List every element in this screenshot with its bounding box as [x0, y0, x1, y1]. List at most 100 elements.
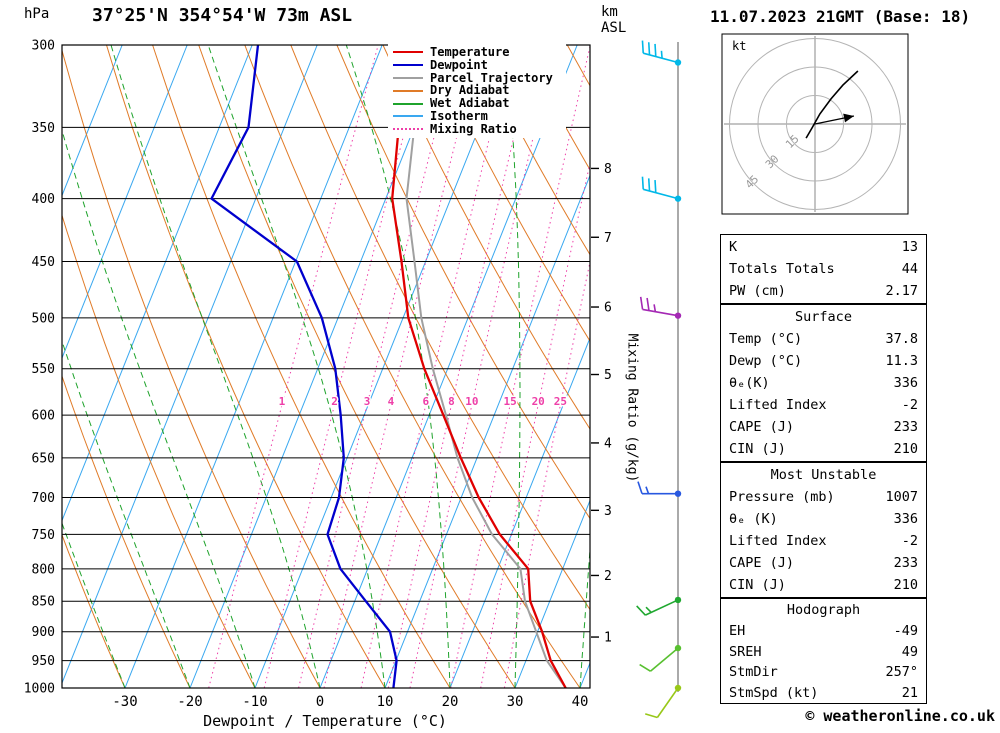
svg-text:-10: -10: [242, 694, 267, 710]
svg-text:15: 15: [504, 395, 517, 408]
legend-label: Mixing Ratio: [430, 121, 517, 136]
stat-label: θₑ(K): [729, 375, 770, 391]
stat-label: Dewp (°C): [729, 353, 803, 369]
stat-row-cin: CIN (J) 210: [729, 574, 918, 596]
legend-item-isotherm: Isotherm: [388, 110, 566, 123]
svg-text:500: 500: [32, 311, 55, 326]
svg-text:2: 2: [604, 569, 612, 584]
svg-text:7: 7: [604, 231, 612, 246]
stat-value: 13: [901, 239, 918, 255]
storm-motion-arrowhead: [843, 113, 854, 123]
wind-barb: [644, 684, 682, 719]
legend-item-dry-adiabat: Dry Adiabat: [388, 84, 566, 97]
svg-text:450: 450: [32, 255, 55, 270]
svg-text:20: 20: [442, 694, 459, 710]
stat-value: 336: [893, 375, 918, 391]
svg-text:3: 3: [364, 395, 371, 408]
stat-value: 37.8: [885, 331, 918, 347]
legend-line-sample: [393, 102, 423, 105]
stat-row-stmdir: StmDir 257°: [729, 662, 918, 683]
stat-value: 49: [901, 643, 918, 660]
legend-label: Temperature: [430, 45, 510, 59]
wind-barb: [639, 644, 682, 672]
surface-panel: Surface Temp (°C) 37.8 Dewp (°C) 11.3 θₑ(K…: [720, 304, 927, 462]
svg-text:900: 900: [32, 625, 55, 640]
svg-text:6: 6: [604, 301, 612, 316]
stat-row-sreh: SREH 49: [729, 642, 918, 663]
stat-label: CIN (J): [729, 577, 786, 593]
hodograph-panel-header: Hodograph: [786, 602, 861, 618]
svg-text:600: 600: [32, 409, 55, 424]
legend-item-dewpoint: Dewpoint: [388, 57, 566, 72]
stat-value: 210: [893, 441, 918, 457]
wind-barb: [641, 40, 682, 66]
copyright: © weatheronline.co.uk: [805, 707, 995, 725]
hodograph-trace: [805, 70, 859, 139]
stat-row-temp: Temp (°C) 37.8: [729, 328, 918, 350]
legend-line-sample: [393, 89, 423, 92]
svg-text:2: 2: [331, 395, 338, 408]
stat-label: CAPE (J): [729, 555, 795, 571]
legend-line-sample: [393, 64, 423, 67]
most-unstable-panel-header: Most Unstable: [770, 467, 877, 483]
stat-label: StmDir: [729, 664, 778, 681]
stat-value: 257°: [885, 664, 918, 681]
svg-text:40: 40: [572, 694, 589, 710]
stat-row-lifted-index: Lifted Index -2: [729, 394, 918, 416]
mixing-ratio-labels: 1 2 3 4 6 8 10 15 20 25: [277, 394, 568, 410]
stat-row-cin: CIN (J) 210: [729, 438, 918, 460]
svg-text:850: 850: [32, 595, 55, 610]
legend-line-sample: [393, 51, 423, 54]
svg-text:3: 3: [604, 504, 612, 519]
stat-label: Temp (°C): [729, 331, 803, 347]
legend-label: Parcel Trajectory: [430, 70, 553, 85]
stat-value: 233: [893, 555, 918, 571]
stat-value: 210: [893, 577, 918, 593]
legend-line-sample: [393, 76, 423, 79]
stat-value: 44: [901, 261, 918, 277]
plot-border: [61, 44, 591, 689]
stat-value: 21: [901, 685, 918, 702]
svg-text:6: 6: [423, 395, 430, 408]
stat-row-cape: CAPE (J) 233: [729, 552, 918, 574]
legend-line-sample: [393, 128, 423, 131]
svg-text:4: 4: [388, 395, 395, 408]
stat-value: -2: [901, 533, 918, 549]
legend-item-mixing-ratio: Mixing Ratio: [388, 121, 566, 136]
legend-label: Isotherm: [430, 108, 488, 123]
stat-label: Pressure (mb): [729, 489, 835, 505]
stat-label: Totals Totals: [729, 261, 835, 277]
stat-row-totals-totals: Totals Totals 44: [729, 258, 918, 280]
sounding-profiles: [210, 45, 567, 688]
surface-panel-header: Surface: [795, 309, 852, 325]
svg-text:1: 1: [604, 631, 612, 646]
series-dewpoint: [210, 45, 398, 688]
legend-label: Dewpoint: [430, 57, 488, 72]
svg-text:400: 400: [32, 192, 55, 207]
svg-text:-20: -20: [177, 694, 202, 710]
legend-label: Dry Adiabat: [430, 83, 510, 98]
svg-text:950: 950: [32, 654, 55, 669]
wind-barb: [641, 176, 682, 202]
legend: Temperature Dewpoint Parcel Trajectory Dry …: [388, 44, 566, 138]
stat-label: SREH: [729, 643, 762, 660]
svg-text:1: 1: [279, 395, 286, 408]
stat-row-theta-e: θₑ (K) 336: [729, 508, 918, 530]
series-parcel-trajectory: [405, 45, 567, 688]
stat-row-lifted-index: Lifted Index -2: [729, 530, 918, 552]
stat-label: StmSpd (kt): [729, 685, 819, 702]
stat-label: Lifted Index: [729, 397, 827, 413]
stat-row-dewp: Dewp (°C) 11.3: [729, 350, 918, 372]
svg-text:0: 0: [316, 694, 324, 710]
hodograph-unit-label: kt: [732, 39, 746, 53]
svg-text:8: 8: [448, 395, 455, 408]
temperature-axis-label: Dewpoint / Temperature (°C): [203, 712, 447, 730]
svg-text:1000: 1000: [24, 682, 55, 697]
pressure-axis-unit-label: hPa: [24, 6, 50, 22]
svg-text:700: 700: [32, 491, 55, 506]
stat-label: CAPE (J): [729, 419, 795, 435]
altitude-axis-label: km ASL: [601, 4, 627, 36]
wind-barb: [639, 296, 682, 319]
stat-label: K: [729, 239, 738, 255]
